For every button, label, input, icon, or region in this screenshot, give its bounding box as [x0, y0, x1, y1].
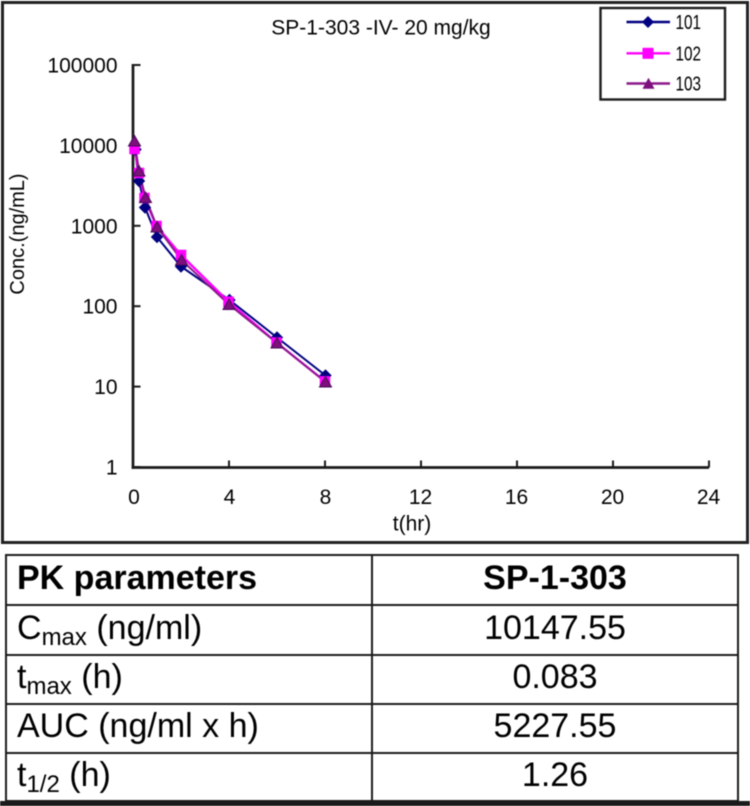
svg-text:10: 10: [94, 376, 117, 399]
svg-text:8: 8: [320, 486, 332, 509]
svg-text:102: 102: [676, 43, 702, 65]
svg-text:1000: 1000: [71, 215, 118, 238]
svg-text:12: 12: [409, 486, 432, 509]
svg-text:100: 100: [82, 296, 117, 319]
svg-text:SP-1-303 -IV- 20 mg/kg: SP-1-303 -IV- 20 mg/kg: [271, 17, 490, 40]
svg-text:24: 24: [697, 486, 721, 509]
svg-text:1: 1: [106, 457, 118, 480]
svg-text:101: 101: [676, 12, 702, 34]
svg-text:10000: 10000: [59, 135, 117, 158]
svg-text:t(hr): t(hr): [393, 513, 432, 536]
svg-text:4: 4: [224, 486, 236, 509]
svg-text:100000: 100000: [47, 55, 117, 78]
svg-text:16: 16: [505, 486, 528, 509]
svg-text:Conc.(ng/mL): Conc.(ng/mL): [7, 173, 29, 294]
svg-text:103: 103: [676, 74, 702, 96]
svg-text:0: 0: [128, 486, 140, 509]
svg-text:20: 20: [601, 486, 624, 509]
